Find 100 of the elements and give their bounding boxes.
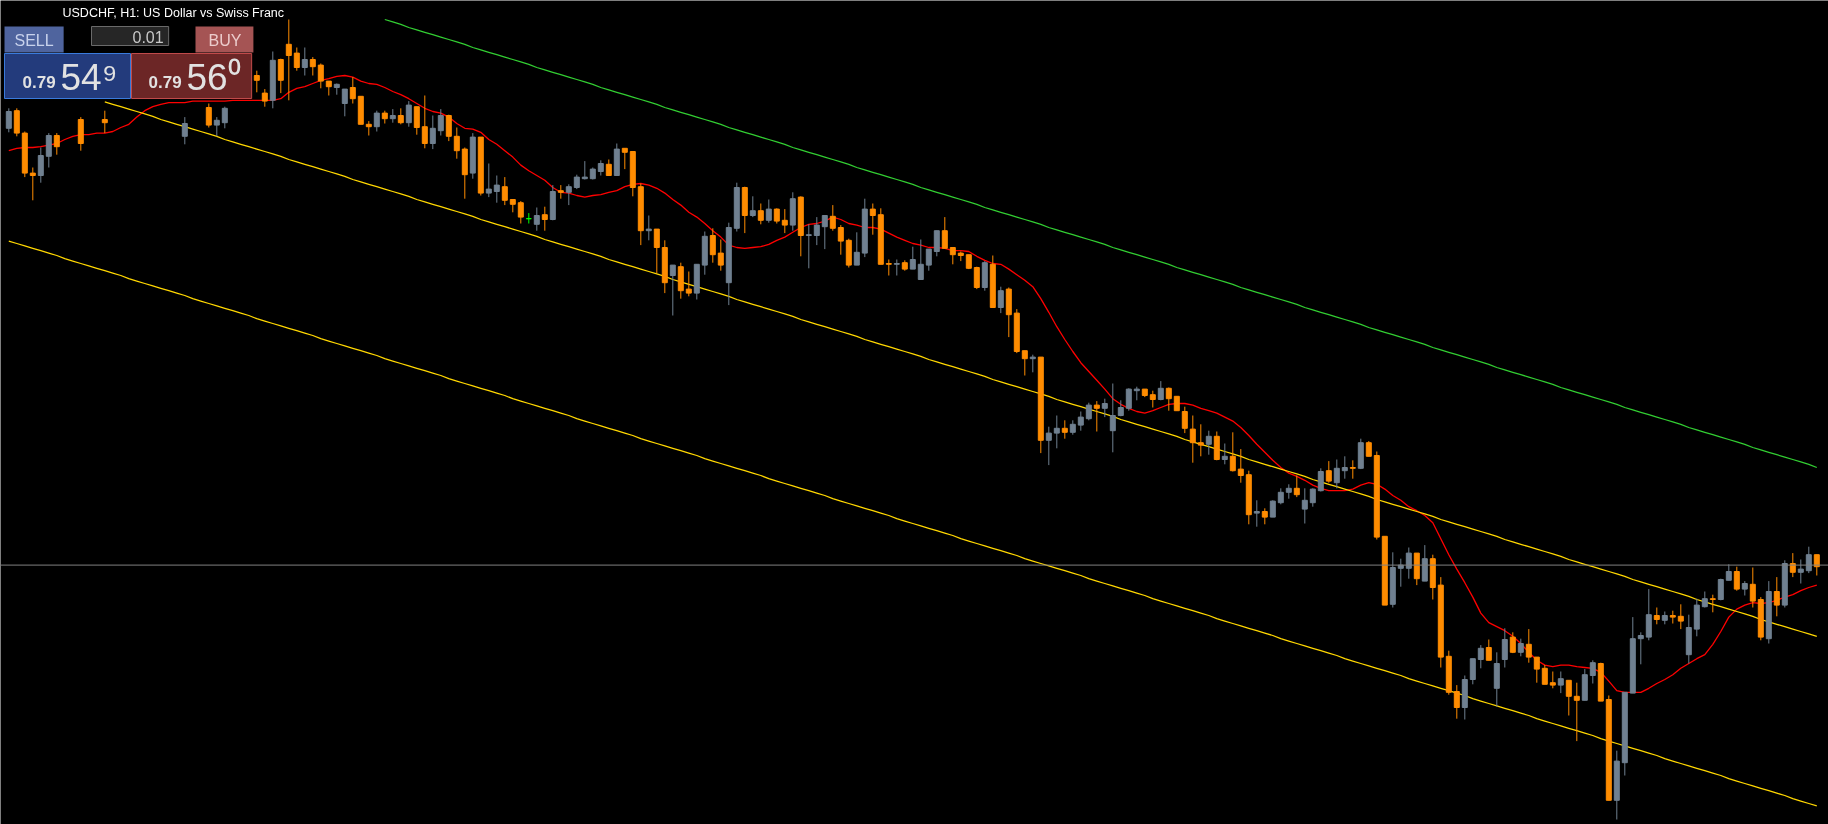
candlestick (1253, 499, 1260, 528)
candlestick (1341, 455, 1348, 480)
candlestick (1189, 415, 1196, 464)
candlestick (1077, 411, 1084, 432)
candlestick (1477, 644, 1484, 669)
candlestick (1333, 459, 1340, 489)
candlestick (717, 239, 724, 272)
candlestick (1237, 448, 1244, 484)
candlestick (77, 116, 84, 152)
candlestick (1525, 628, 1532, 664)
candlestick (997, 286, 1004, 314)
candlestick (1485, 639, 1492, 661)
candlestick (565, 183, 572, 206)
candlestick (533, 207, 540, 232)
candlestick (1093, 400, 1100, 432)
candlestick (1637, 631, 1644, 665)
candlestick (669, 264, 676, 316)
candlestick (493, 175, 500, 204)
annotation: 0.79 (22, 72, 56, 92)
annotation: 0.79 (148, 72, 182, 92)
candlestick (437, 108, 444, 136)
candlestick (653, 228, 660, 274)
candlestick (837, 224, 844, 256)
candlestick (1589, 659, 1596, 684)
candlestick (1773, 576, 1780, 617)
candlestick (501, 176, 508, 206)
candlestick (941, 216, 948, 249)
candlestick (581, 160, 588, 180)
candlestick (413, 106, 420, 136)
candlestick (1693, 598, 1700, 637)
candlestick (1205, 430, 1212, 456)
chart-title: USDCHF, H1: US Dollar vs Swiss Franc (62, 5, 285, 20)
candlestick (445, 114, 452, 142)
candlestick (621, 147, 628, 170)
candlestick (1325, 460, 1332, 484)
candlestick (1797, 559, 1804, 584)
candlestick (909, 246, 916, 270)
annotation: 0.01 (132, 28, 164, 46)
candlestick (341, 88, 348, 117)
candlestick (1229, 431, 1236, 472)
candlestick (781, 208, 788, 234)
candlestick (309, 56, 316, 76)
candlestick (5, 107, 12, 133)
candlestick (685, 271, 692, 297)
candlestick (1061, 419, 1068, 440)
candlestick (645, 215, 652, 241)
candlestick (1677, 603, 1684, 630)
candlestick (1181, 406, 1188, 434)
candlestick (1125, 387, 1132, 412)
candlestick (829, 204, 836, 232)
candlestick (1501, 627, 1508, 668)
annotation: 54⁹ (60, 56, 118, 98)
candlestick (821, 215, 828, 250)
candlestick (277, 58, 284, 94)
candlestick (933, 230, 940, 257)
candlestick (1197, 423, 1204, 457)
candlestick (757, 203, 764, 225)
candlestick (765, 199, 772, 224)
candlestick (349, 76, 356, 104)
candlestick (181, 116, 188, 145)
candlestick (749, 195, 756, 218)
candlestick (853, 231, 860, 266)
candlestick (517, 200, 524, 224)
candlestick (1469, 658, 1476, 685)
candlestick (1293, 475, 1300, 498)
candlestick (1749, 567, 1756, 608)
candlestick (301, 47, 308, 76)
candlestick (429, 115, 436, 150)
candlestick (917, 239, 924, 280)
candlestick (1109, 383, 1116, 453)
candlestick (1557, 671, 1564, 694)
annotation: 56⁰ (186, 56, 241, 98)
candlestick (221, 106, 228, 129)
candlestick (373, 110, 380, 132)
candlestick (485, 163, 492, 198)
candlestick (1213, 431, 1220, 461)
candlestick (1053, 415, 1060, 449)
candlestick (1565, 679, 1572, 716)
candlestick (317, 63, 324, 89)
candlestick (1301, 487, 1308, 524)
candlestick (29, 167, 36, 201)
candlestick (213, 116, 220, 137)
annotation: BUY (208, 31, 242, 49)
candlestick (1573, 682, 1580, 742)
candlestick (205, 103, 212, 128)
candlestick (709, 227, 716, 264)
candlestick (541, 206, 548, 232)
candlestick (1421, 544, 1428, 582)
candlestick (925, 248, 932, 272)
candlestick (421, 95, 428, 149)
candlestick (53, 132, 60, 156)
candlestick (869, 203, 876, 236)
candlestick (805, 223, 812, 269)
candlestick (13, 107, 20, 137)
candlestick (677, 262, 684, 300)
candlestick (1101, 398, 1108, 418)
candlestick (813, 216, 820, 246)
candlestick (453, 127, 460, 160)
annotation: SELL (14, 31, 54, 49)
candlestick (1221, 443, 1228, 465)
